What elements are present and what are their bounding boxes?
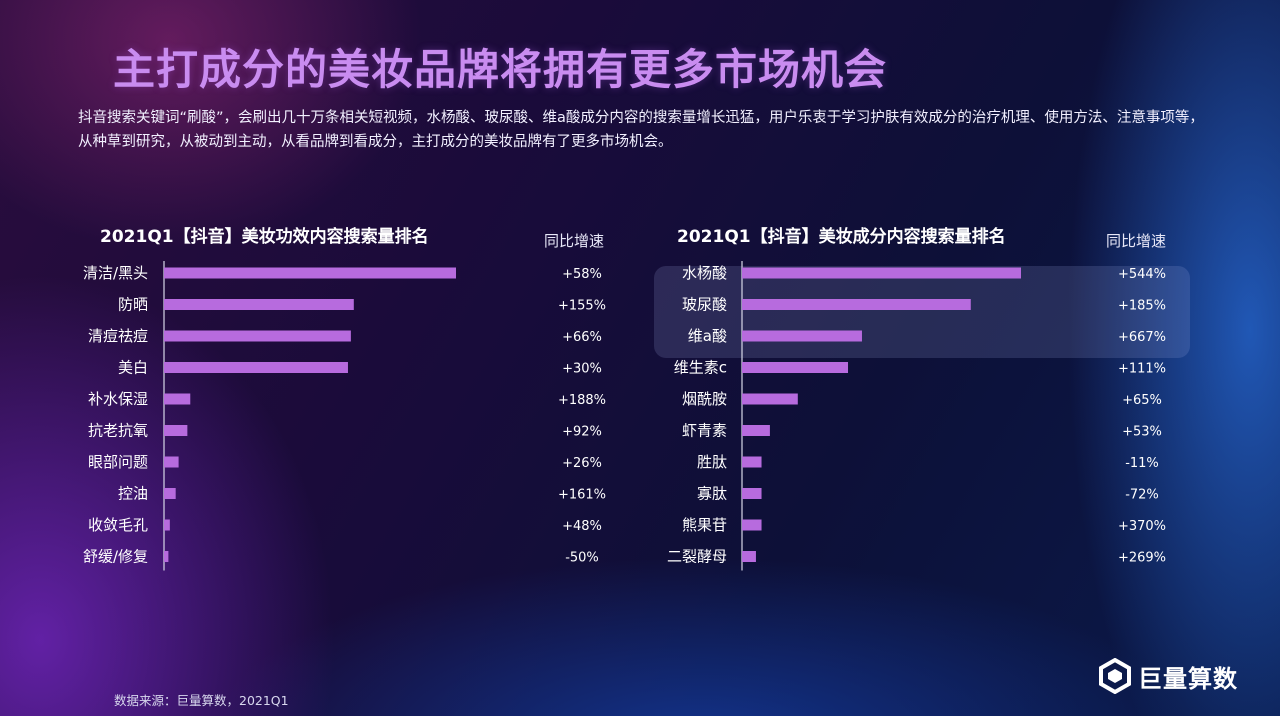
ingredient-yoy-header: 同比增速 [1106, 232, 1167, 250]
bar [742, 488, 762, 499]
yoy-label: +66% [562, 330, 602, 345]
bar [164, 393, 191, 405]
yoy-label: -50% [565, 551, 599, 566]
bar [164, 456, 179, 468]
ingredient-chart-svg: 水杨酸 +544% 玻尿酸 +185% 维a酸 +667% 维生素c +111% 烟酰胺 +65%… [667, 261, 1166, 571]
yoy-label: +26% [562, 456, 602, 471]
bar [742, 362, 849, 373]
effect-chart-svg: 清洁/黑头 +58% 防晒 +155% 清痘祛痘 +66% 美白 +30% 补水保湿 +188% 抗… [83, 261, 606, 571]
bar [742, 393, 798, 405]
bar [164, 299, 354, 310]
category-label: 烟酰胺 [682, 390, 727, 408]
category-label: 胜肽 [697, 453, 727, 471]
top-ingredients-highlight [654, 266, 1190, 358]
category-label: 水杨酸 [682, 264, 727, 282]
yoy-label: +161% [558, 488, 606, 503]
bar [742, 551, 756, 562]
bar [164, 362, 348, 373]
yoy-label: +92% [562, 425, 602, 440]
category-label: 舒缓/修复 [83, 548, 148, 566]
category-label: 虾青素 [682, 422, 727, 440]
yoy-label: +111% [1118, 362, 1166, 377]
yoy-label: -72% [1125, 488, 1159, 503]
ingredient-chart-title: 2021Q1【抖音】美妆成分内容搜索量排名 [677, 227, 1006, 247]
category-label: 控油 [118, 485, 148, 503]
category-label: 眼部问题 [88, 453, 148, 471]
bar [742, 330, 862, 342]
yoy-label: +65% [1122, 393, 1162, 408]
bar [164, 488, 176, 499]
data-source: 数据来源：巨量算数，2021Q1 [114, 693, 289, 708]
bar [742, 299, 971, 310]
yoy-label: +188% [558, 393, 606, 408]
category-label: 收敛毛孔 [88, 516, 148, 534]
category-label: 抗老抗氧 [88, 422, 148, 440]
category-label: 玻尿酸 [682, 296, 727, 314]
category-label: 维生素c [674, 359, 727, 377]
bar [742, 519, 762, 531]
yoy-label: +667% [1118, 330, 1166, 345]
bar [164, 267, 456, 279]
category-label: 二裂酵母 [667, 548, 727, 566]
bar [164, 425, 188, 436]
effect-chart: 2021Q1【抖音】美妆功效内容搜索量排名 同比增速 清洁/黑头 +58% 防晒 +1… [60, 222, 620, 592]
category-label: 寡肽 [697, 485, 727, 503]
bar [742, 456, 762, 468]
bar [742, 267, 1021, 279]
page-title: 主打成分的美妆品牌将拥有更多市场机会 [113, 45, 888, 94]
category-label: 清痘祛痘 [88, 327, 148, 345]
yoy-label: +269% [1118, 551, 1166, 566]
yoy-label: +48% [562, 519, 602, 534]
yoy-label: +185% [1118, 299, 1166, 314]
category-label: 熊果苷 [682, 516, 727, 534]
bar [164, 519, 170, 531]
category-label: 美白 [118, 359, 148, 377]
yoy-label: -11% [1125, 456, 1159, 471]
yoy-label: +544% [1118, 267, 1166, 282]
effect-chart-title: 2021Q1【抖音】美妆功效内容搜索量排名 [100, 227, 429, 247]
category-label: 维a酸 [688, 327, 727, 345]
brand-logo: 巨量算数 [1098, 658, 1238, 694]
category-label: 防晒 [118, 296, 148, 314]
ingredient-chart: 2021Q1【抖音】美妆成分内容搜索量排名 同比增速 水杨酸 +544% 玻尿酸 +1… [640, 222, 1200, 592]
yoy-label: +53% [1122, 425, 1162, 440]
logo-icon [1099, 658, 1131, 694]
category-label: 补水保湿 [88, 390, 148, 408]
yoy-label: +370% [1118, 519, 1166, 534]
bar [742, 425, 770, 436]
bar [164, 330, 351, 342]
yoy-label: +58% [562, 267, 602, 282]
yoy-label: +155% [558, 299, 606, 314]
category-label: 清洁/黑头 [83, 264, 148, 282]
effect-yoy-header: 同比增速 [544, 232, 605, 250]
page-description: 抖音搜索关键词“刷酸”，会刷出几十万条相关短视频，水杨酸、玻尿酸、维a酸成分内容… [78, 110, 1204, 150]
yoy-label: +30% [562, 362, 602, 377]
bar [164, 551, 169, 562]
logo-text: 巨量算数 [1138, 664, 1238, 693]
